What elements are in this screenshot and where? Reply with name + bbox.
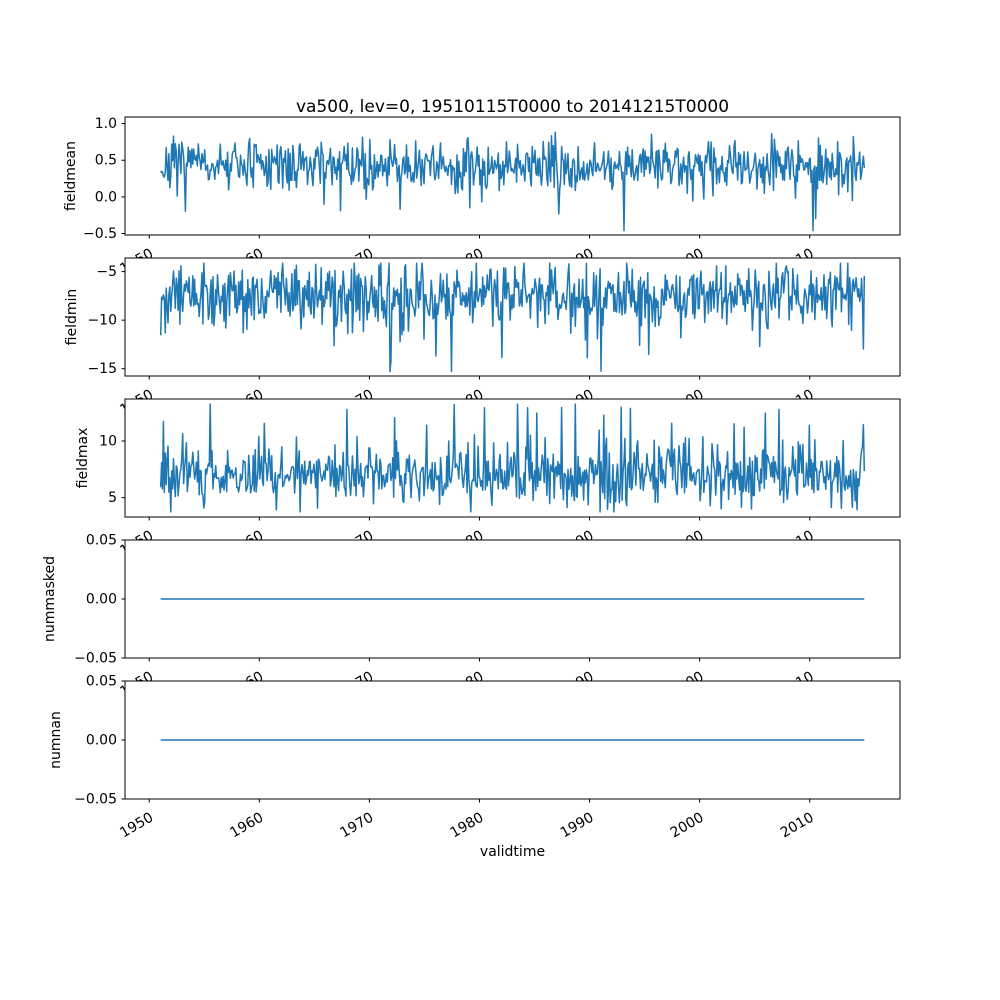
- y-tick-label: 0.00: [86, 592, 117, 608]
- y-tick-label: 1.0: [95, 116, 117, 132]
- y-tick-label: −0.5: [83, 226, 117, 242]
- x-tick-label: 1980: [448, 810, 487, 842]
- subplot-fieldmin: −5−10−151950196019701980199020002010: [87, 257, 901, 418]
- figure-title: va500, lev=0, 19510115T0000 to 20141215T…: [295, 97, 730, 117]
- y-tick-label: 0.0: [95, 189, 117, 205]
- x-tick-label: 1990: [558, 810, 597, 842]
- y-tick-label: −10: [87, 313, 117, 329]
- x-tick-label: 1950: [117, 810, 156, 842]
- y-tick-label: −0.05: [74, 792, 117, 808]
- y-tick-label: −15: [87, 361, 117, 377]
- x-axis-label: validtime: [479, 844, 546, 860]
- y-tick-label: 5: [108, 490, 117, 506]
- axes-patch: [125, 399, 900, 517]
- x-tick-label: 1970: [338, 810, 377, 842]
- subplot-fieldmean: 1.00.50.0−0.5195019601970198019902000201…: [83, 116, 901, 277]
- x-tick-label: 1960: [227, 810, 266, 842]
- y-tick-label: −0.05: [74, 651, 117, 667]
- y-tick-label: 10: [99, 433, 117, 449]
- y-axis-label-fieldmean: fieldmean: [63, 141, 79, 211]
- axes-box: [124, 116, 901, 236]
- axes-patch: [125, 258, 900, 376]
- y-tick-label: 0.05: [86, 533, 117, 549]
- subplot-nummasked: 0.050.00−0.05195019601970198019902000201…: [74, 533, 901, 700]
- y-tick-label: −5: [96, 264, 117, 280]
- y-tick-label: 0.05: [86, 674, 117, 690]
- y-axis-label-nummasked: nummasked: [42, 556, 58, 643]
- y-axis-label-numnan: numnan: [48, 711, 64, 769]
- subplot-fieldmax: 1051950196019701980199020002010: [99, 398, 901, 559]
- y-tick-label: 0.5: [95, 153, 117, 169]
- series-line-fieldmax: [159, 403, 866, 513]
- axes-box: [124, 257, 901, 377]
- x-tick-label: 2010: [778, 810, 817, 842]
- axes-box: [124, 398, 901, 518]
- x-tick-label: 2000: [668, 810, 707, 842]
- series-line-fieldmean: [160, 131, 866, 232]
- series-line-fieldmin: [159, 262, 866, 373]
- y-axis-label-fieldmax: fieldmax: [75, 427, 91, 489]
- y-tick-label: 0.00: [86, 733, 117, 749]
- y-axis-label-fieldmin: fieldmin: [64, 288, 80, 346]
